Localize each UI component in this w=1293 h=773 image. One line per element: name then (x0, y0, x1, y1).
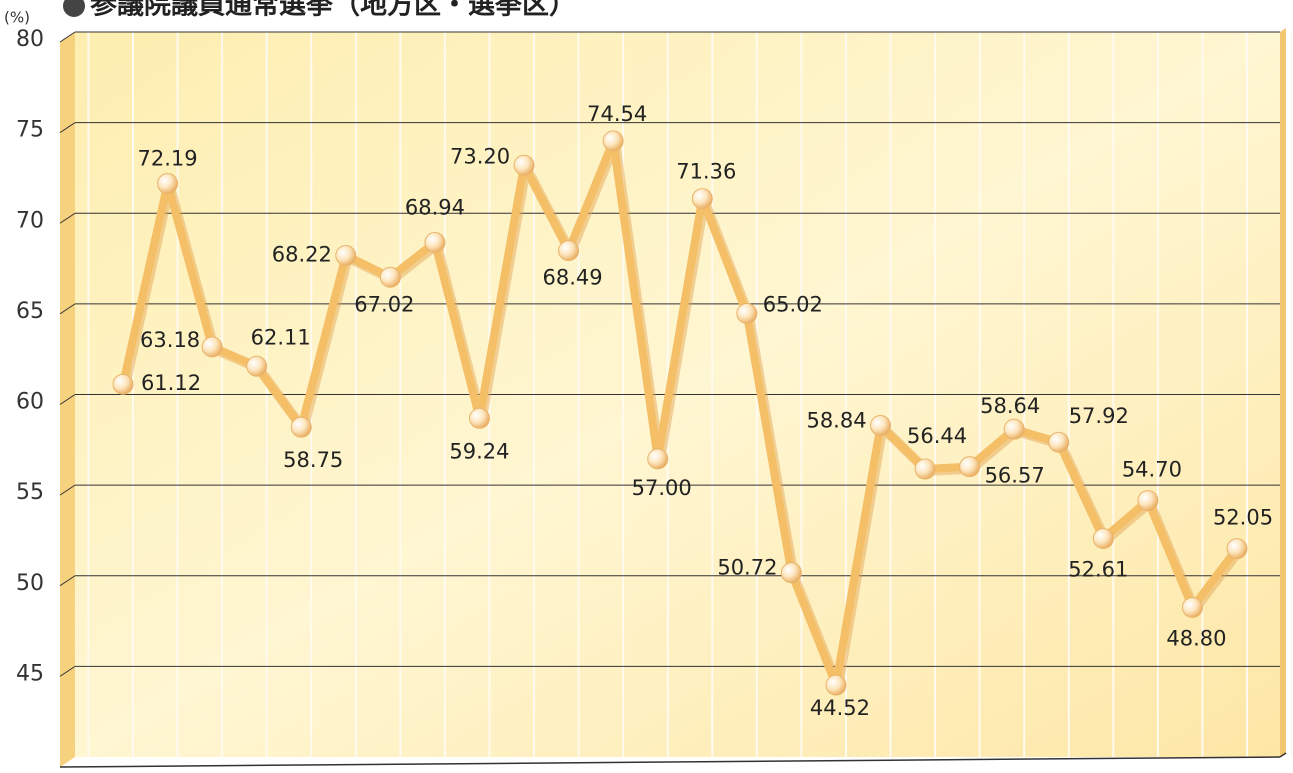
grid-line-depth (59, 122, 76, 134)
y-tick-label: 50 (16, 571, 44, 596)
value-label: 67.02 (354, 292, 414, 316)
value-label: 71.36 (676, 160, 736, 184)
marker (647, 448, 669, 470)
value-label: 59.24 (449, 439, 509, 463)
value-label: 63.18 (140, 328, 200, 352)
marker (1048, 431, 1070, 453)
y-tick-label: 70 (16, 208, 44, 233)
value-label: 58.75 (283, 448, 343, 472)
value-label: 74.54 (587, 102, 647, 126)
chart-title: 参議院議員通常選挙（地方区・選挙区） (90, 0, 576, 21)
title-bullet (63, 0, 85, 17)
marker (1226, 538, 1248, 560)
y-tick-label: 65 (16, 299, 44, 324)
value-label: 57.00 (632, 476, 692, 500)
value-label: 48.80 (1166, 627, 1226, 651)
y-tick-label: 45 (16, 661, 44, 686)
value-label: 62.11 (251, 325, 311, 349)
marker (1137, 490, 1159, 512)
grid-line-depth (59, 484, 76, 496)
marker (379, 266, 401, 288)
value-label: 58.84 (806, 409, 866, 433)
y-tick-label: 55 (16, 480, 44, 505)
marker (870, 415, 892, 437)
y-unit: (%) (4, 9, 30, 27)
value-label: 72.19 (137, 147, 197, 171)
grid-line-depth (59, 212, 76, 224)
axis-bottom-depth (1279, 752, 1287, 758)
marker (201, 336, 223, 358)
value-label: 52.05 (1213, 506, 1273, 530)
y-tick-label: 80 (16, 27, 44, 52)
value-label: 57.92 (1069, 404, 1129, 428)
value-label: 52.61 (1068, 557, 1128, 581)
marker (736, 303, 758, 325)
value-label: 61.12 (141, 371, 201, 395)
y-tick-label: 60 (16, 390, 44, 415)
marker (468, 407, 490, 429)
marker (914, 458, 936, 480)
marker (335, 245, 357, 267)
y-tick-label: 75 (16, 118, 44, 143)
grid-line-depth (59, 575, 76, 587)
value-label: 56.44 (907, 424, 967, 448)
value-label: 56.57 (985, 464, 1045, 488)
value-label: 68.49 (543, 266, 603, 290)
value-label: 68.22 (272, 243, 332, 267)
value-label: 44.52 (810, 696, 870, 720)
value-label: 68.94 (405, 195, 465, 219)
marker (290, 416, 312, 438)
marker (558, 240, 580, 262)
grid-line-depth (59, 665, 76, 677)
marker (157, 173, 179, 195)
value-label: 73.20 (450, 144, 510, 168)
marker (1181, 597, 1203, 618)
marker (1003, 418, 1025, 440)
plot-edge (1280, 28, 1286, 757)
marker (1092, 527, 1114, 549)
value-label: 58.64 (980, 394, 1040, 418)
axis-bottom (59, 756, 1281, 768)
grid-line-depth (59, 303, 76, 315)
marker (424, 231, 446, 253)
marker (780, 562, 802, 584)
value-label: 65.02 (763, 293, 823, 317)
grid-line-depth (59, 394, 76, 405)
marker (246, 355, 268, 377)
marker (959, 456, 981, 478)
marker (602, 130, 624, 152)
grid-line-depth (59, 31, 76, 43)
marker (825, 674, 847, 696)
value-label: 50.72 (717, 556, 777, 580)
value-label: 54.70 (1122, 458, 1182, 482)
marker (112, 373, 134, 395)
marker (691, 188, 713, 210)
marker (513, 154, 535, 176)
